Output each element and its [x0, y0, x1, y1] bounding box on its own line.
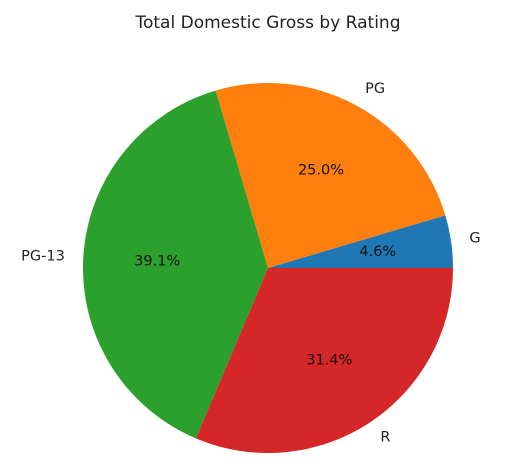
percent-label-g: 4.6% [359, 244, 396, 260]
pie-slice-pg [215, 83, 446, 268]
chart-title: Total Domestic Gross by Rating [135, 13, 401, 33]
pie-slice-pg-13 [82, 90, 268, 439]
category-labels: G PG PG-13 R [21, 81, 481, 445]
percent-label-r: 31.4% [306, 353, 352, 369]
category-label-pg: PG [365, 81, 385, 97]
category-label-pg-13: PG-13 [21, 249, 65, 265]
percentage-labels: 4.6% 25.0% 39.1% 31.4% [134, 163, 396, 369]
category-label-g: G [469, 231, 480, 247]
category-label-r: R [380, 430, 390, 446]
pie-slices [82, 83, 453, 454]
pie-slice-g [268, 215, 453, 268]
percent-label-pg: 25.0% [298, 163, 344, 179]
percent-label-pg-13: 39.1% [134, 254, 180, 270]
pie-slice-r [195, 268, 453, 454]
